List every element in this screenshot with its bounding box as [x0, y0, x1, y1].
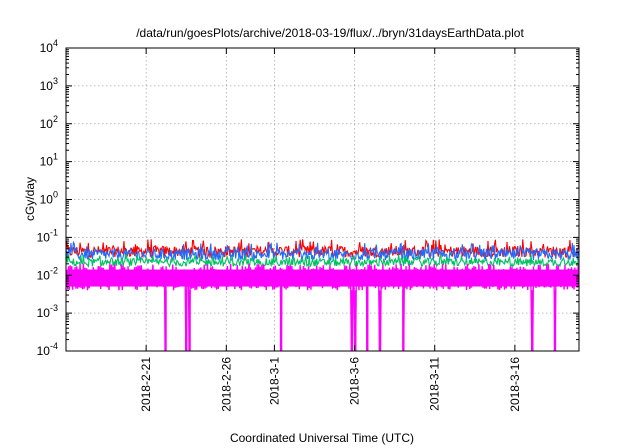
series-blue-line — [66, 240, 579, 262]
y-tick-label: 101 — [40, 152, 58, 169]
magenta-dropout — [185, 290, 188, 351]
chart-title: /data/run/goesPlots/archive/2018-03-19/f… — [136, 26, 524, 40]
series-magenta-line — [66, 263, 579, 351]
x-tick-label: 2018-2-21 — [139, 357, 153, 412]
ticks — [66, 47, 579, 352]
series-green-line — [66, 253, 579, 269]
y-tick-label: 100 — [40, 190, 58, 207]
y-tick-label: 102 — [40, 114, 58, 131]
x-tick-label: 2018-2-26 — [219, 357, 233, 412]
x-axis-label: Coordinated Universal Time (UTC) — [230, 431, 414, 445]
magenta-dropout — [378, 290, 382, 351]
y-tick-label: 10-2 — [37, 265, 58, 282]
magenta-dropout — [279, 290, 283, 351]
tick-labels: 10-4 10-3 10-2 10-1 100 101 102 103 104 2018-2-21… — [37, 38, 522, 412]
magenta-dropout — [164, 290, 167, 351]
magenta-dropout — [402, 290, 405, 351]
magenta-dropout — [531, 290, 534, 351]
y-tick-label: 103 — [40, 76, 58, 93]
y-tick-label: 104 — [40, 38, 58, 55]
x-tick-label: 2018-3-6 — [348, 357, 362, 405]
y-tick-label: 10-3 — [37, 303, 58, 320]
series-layer — [66, 238, 579, 351]
x-tick-label: 2018-3-1 — [267, 357, 281, 405]
magenta-dropout — [553, 290, 557, 351]
magenta-dropout — [366, 290, 369, 351]
magenta-dropout — [350, 290, 354, 351]
magenta-dropout — [354, 290, 357, 351]
magenta-dropout — [188, 290, 191, 351]
y-axis-label: cGy/day — [23, 177, 37, 221]
x-tick-label: 2018-3-16 — [508, 357, 522, 412]
y-tick-label: 10-1 — [37, 227, 58, 244]
x-tick-label: 2018-3-11 — [428, 357, 442, 411]
grid — [66, 48, 579, 351]
series-red-line — [66, 238, 579, 259]
y-tick-label: 10-4 — [37, 341, 58, 358]
